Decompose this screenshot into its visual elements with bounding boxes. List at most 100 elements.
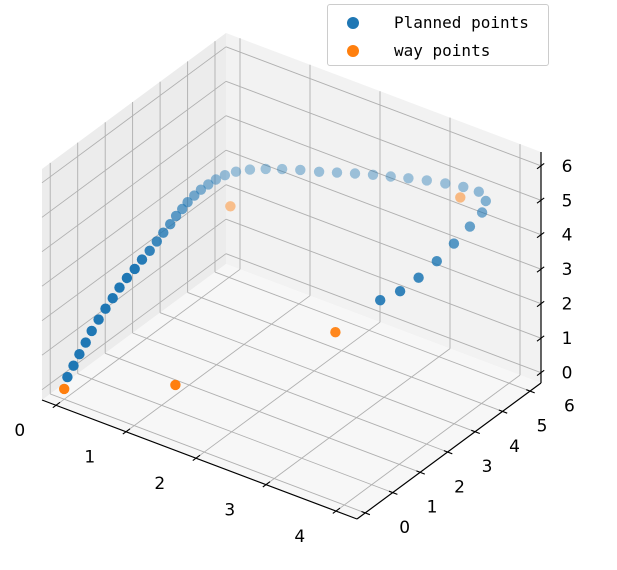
- planned-point: [421, 175, 432, 186]
- y-tick-label: 1: [427, 498, 438, 518]
- planned-point: [464, 221, 476, 232]
- z-tick-label: 6: [562, 157, 573, 177]
- legend-marker-way: [347, 45, 359, 57]
- gridline-y-floor: [132, 332, 448, 453]
- z-tick-label: 0: [562, 364, 573, 384]
- planned-point: [100, 303, 111, 314]
- planned-point: [80, 337, 91, 348]
- legend-marker-planned: [347, 17, 359, 29]
- gridline-y-floor: [187, 291, 503, 412]
- z-tick-label: 4: [562, 226, 573, 246]
- z-tick-label: 2: [562, 295, 573, 315]
- planned-point: [129, 263, 140, 275]
- way-point: [225, 201, 236, 212]
- y-tick-mark: [443, 450, 453, 455]
- y-axis-line: [356, 382, 542, 520]
- planned-point: [219, 170, 231, 181]
- planned-point: [394, 286, 406, 297]
- z-tick-mark: [536, 300, 545, 308]
- y-tick-mark: [388, 490, 398, 495]
- gridline-z-back: [225, 184, 542, 305]
- x-tick-mark: [52, 401, 61, 409]
- pane-floor: [42, 264, 541, 519]
- data-points: [58, 163, 491, 395]
- planned-point: [158, 227, 169, 238]
- way-point: [330, 327, 341, 338]
- legend-label-planned: Planned points: [394, 13, 529, 32]
- planned-point: [476, 207, 488, 218]
- gridline-z-back: [225, 115, 542, 236]
- planned-point: [331, 167, 343, 178]
- planned-point: [440, 178, 451, 189]
- planned-point: [367, 169, 379, 180]
- planned-point: [136, 254, 148, 265]
- planned-point: [295, 164, 306, 176]
- way-point: [455, 192, 466, 203]
- z-tick-label: 1: [562, 329, 573, 349]
- x-tick-label: 0: [14, 421, 25, 441]
- x-tick-mark: [192, 454, 201, 462]
- legend: Planned points way points: [327, 4, 549, 66]
- y-tick-mark: [471, 429, 480, 435]
- planned-point: [458, 181, 469, 193]
- planned-point: [276, 163, 288, 175]
- gridline-z-left: [41, 184, 227, 322]
- gridline-y-floor: [50, 393, 366, 514]
- gridline-z-left: [41, 149, 227, 287]
- planned-point: [144, 245, 155, 256]
- gridline-z-left: [41, 218, 227, 356]
- planned-point: [413, 272, 424, 283]
- planned-point: [121, 272, 133, 284]
- axes-gridlines: [41, 38, 542, 514]
- planned-point: [93, 314, 104, 325]
- y-tick-mark: [498, 409, 508, 414]
- x-axis-line: [41, 399, 358, 520]
- x-tick-label: 4: [294, 527, 305, 547]
- planned-point: [170, 210, 182, 222]
- legend-item-planned: Planned points: [328, 10, 548, 36]
- y-tick-mark: [526, 389, 535, 394]
- planned-point: [114, 282, 125, 293]
- gridline-y-floor: [77, 373, 393, 494]
- planned-point: [349, 168, 361, 179]
- gridline-z-back: [225, 218, 542, 339]
- gridline-x-floor: [265, 348, 451, 485]
- planned-point: [177, 203, 188, 215]
- gridline-z-back: [225, 46, 542, 167]
- x-tick-mark: [262, 481, 271, 488]
- x-tick-mark: [332, 507, 341, 514]
- planned-point: [151, 236, 162, 247]
- y-tick-label: 2: [454, 477, 465, 497]
- planned-point: [403, 173, 414, 184]
- x-tick-label: 1: [84, 448, 95, 468]
- gridline-x-floor: [125, 295, 311, 433]
- z-tick-mark: [536, 197, 545, 204]
- planned-point: [62, 371, 73, 383]
- z-tick-mark: [536, 162, 545, 170]
- axis-ticks: [52, 162, 545, 516]
- y-tick-label: 4: [509, 437, 520, 457]
- y-tick-mark: [361, 510, 371, 516]
- y-tick-label: 6: [564, 396, 575, 416]
- pane-left: [42, 33, 226, 400]
- planned-point: [431, 256, 442, 267]
- gridline-z-back: [225, 149, 542, 270]
- x-tick-label: 2: [154, 474, 165, 494]
- planned-point: [230, 166, 242, 177]
- gridline-x-floor: [195, 321, 381, 459]
- gridline-x-floor: [55, 268, 241, 406]
- gridline-y-floor: [214, 271, 531, 392]
- gridline-z-back: [225, 253, 542, 374]
- y-tick-mark: [416, 470, 425, 475]
- planned-point: [210, 174, 222, 185]
- axes-panes: [42, 33, 541, 519]
- z-tick-mark: [536, 369, 545, 377]
- y-tick-label: 3: [482, 457, 493, 477]
- z-tick-label: 3: [562, 260, 573, 280]
- planned-point: [68, 360, 79, 371]
- planned-point: [86, 325, 97, 337]
- planned-point: [107, 293, 118, 304]
- z-tick-mark: [536, 231, 545, 239]
